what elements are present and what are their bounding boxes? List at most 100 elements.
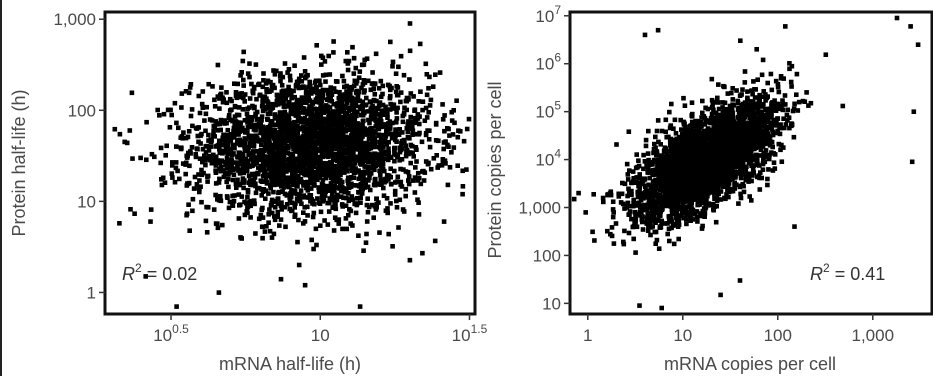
data-point	[343, 104, 348, 109]
data-point	[732, 182, 737, 187]
data-point	[318, 223, 323, 228]
data-point	[218, 193, 223, 199]
data-point	[143, 274, 148, 279]
data-point	[295, 183, 300, 189]
data-point	[356, 75, 362, 80]
data-point	[308, 164, 314, 170]
data-point	[216, 290, 222, 295]
data-point	[293, 124, 298, 129]
data-point	[287, 195, 292, 200]
data-point	[373, 124, 378, 129]
data-point	[244, 209, 249, 214]
data-point	[349, 166, 354, 171]
data-point	[320, 73, 326, 78]
data-point	[290, 154, 295, 159]
data-point	[312, 146, 317, 151]
data-point	[252, 175, 258, 180]
data-point	[360, 186, 365, 192]
data-point	[759, 109, 764, 115]
data-point	[775, 116, 781, 121]
data-point	[460, 168, 465, 174]
data-point	[230, 177, 236, 183]
data-point	[197, 156, 203, 161]
data-point	[372, 113, 378, 118]
data-point	[261, 134, 266, 140]
data-point	[250, 149, 256, 154]
data-point	[653, 134, 658, 140]
data-point	[256, 216, 262, 222]
data-point	[402, 139, 407, 144]
data-point	[240, 58, 246, 64]
data-point	[315, 196, 320, 201]
data-point	[279, 83, 285, 88]
data-point	[354, 88, 360, 94]
data-point	[426, 110, 431, 115]
data-point	[309, 86, 315, 92]
data-point	[276, 179, 282, 185]
data-point	[440, 102, 445, 107]
data-point	[274, 68, 279, 74]
data-point	[247, 74, 252, 80]
data-point	[253, 138, 258, 144]
data-point	[377, 123, 382, 129]
data-point	[271, 163, 276, 169]
data-point	[326, 96, 331, 101]
data-point	[331, 165, 336, 170]
data-point	[301, 129, 307, 134]
data-point	[432, 238, 438, 244]
data-point	[242, 130, 248, 135]
data-point	[386, 231, 391, 237]
data-point	[354, 81, 359, 86]
data-point	[308, 90, 313, 95]
data-point	[312, 88, 318, 93]
data-point	[381, 145, 386, 150]
data-point	[460, 191, 465, 197]
data-point	[232, 81, 237, 86]
data-point	[272, 72, 278, 77]
data-point	[789, 63, 795, 69]
data-point	[335, 79, 340, 84]
data-point	[247, 96, 253, 101]
data-point	[234, 165, 240, 171]
data-point	[251, 159, 256, 165]
data-point	[311, 210, 317, 216]
data-point	[335, 122, 341, 128]
data-point	[251, 123, 256, 129]
data-point	[324, 133, 330, 139]
data-point	[226, 176, 231, 182]
data-point	[186, 90, 192, 96]
data-point	[749, 88, 754, 93]
data-point	[384, 110, 389, 115]
data-point	[639, 219, 645, 225]
data-point	[334, 102, 340, 107]
data-point	[338, 188, 344, 194]
data-point	[746, 175, 752, 180]
data-point	[357, 129, 362, 135]
data-point	[245, 106, 250, 112]
data-point	[341, 78, 347, 84]
data-point	[316, 134, 322, 139]
data-point	[413, 145, 419, 150]
data-point	[247, 178, 253, 183]
data-point	[269, 235, 275, 240]
data-point	[378, 94, 384, 100]
data-point	[285, 150, 291, 156]
data-point	[443, 139, 448, 144]
data-point	[442, 128, 447, 134]
data-point	[408, 126, 414, 132]
data-point	[279, 184, 284, 189]
data-point	[347, 114, 352, 119]
data-point	[384, 107, 389, 113]
data-point	[285, 145, 291, 150]
data-point	[210, 84, 215, 89]
data-point	[251, 86, 257, 91]
data-point	[348, 124, 354, 130]
data-point	[355, 109, 360, 115]
data-point	[271, 68, 276, 73]
data-point	[329, 134, 334, 140]
data-point	[373, 182, 378, 188]
data-point	[403, 98, 409, 104]
data-point	[377, 100, 383, 105]
data-point	[335, 119, 341, 124]
